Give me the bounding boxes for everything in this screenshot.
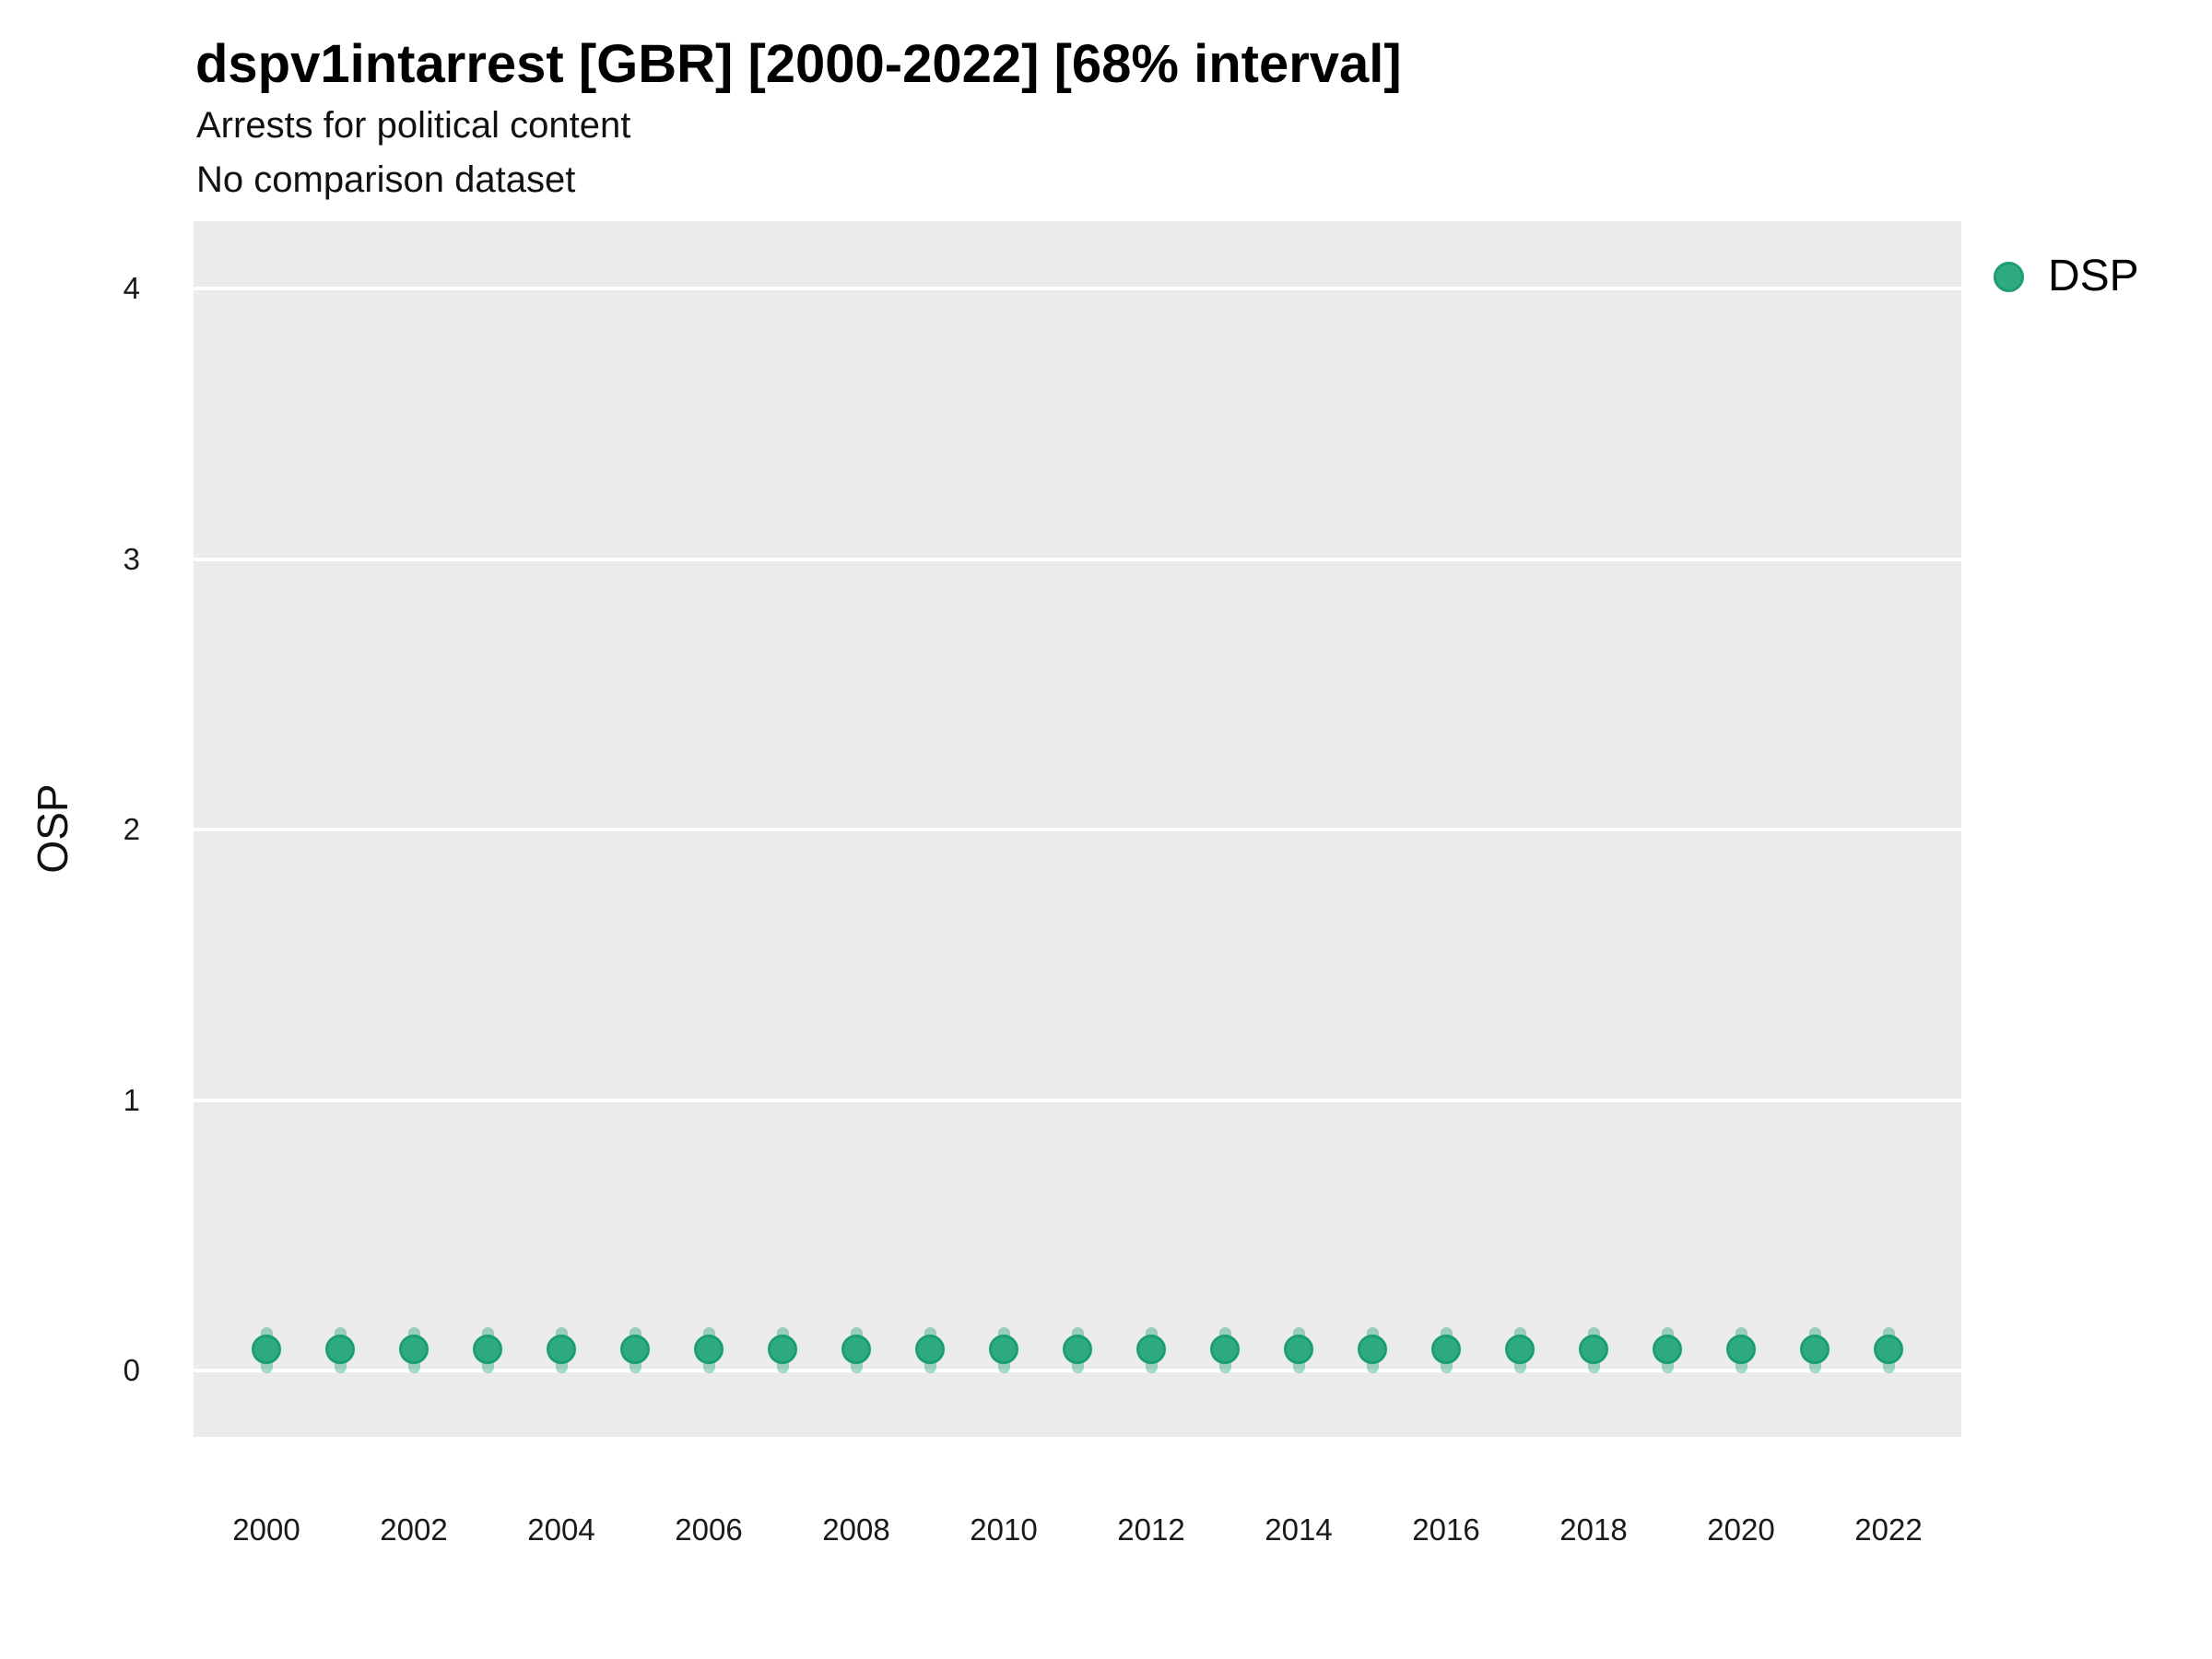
gridline-y-3: [194, 557, 1961, 561]
chart-subtitle: Arrests for political content: [196, 105, 631, 146]
gridline-y-2: [194, 828, 1961, 832]
data-point-2004: [547, 1334, 576, 1364]
x-tick-label-2010: 2010: [970, 1512, 1038, 1547]
data-point-2008: [841, 1334, 871, 1364]
data-point-2018: [1579, 1334, 1608, 1364]
x-tick-label-2004: 2004: [527, 1512, 595, 1547]
y-tick-label-4: 4: [123, 271, 140, 306]
x-tick-label-2014: 2014: [1265, 1512, 1333, 1547]
x-tick-label-2020: 2020: [1707, 1512, 1775, 1547]
data-point-2020: [1726, 1334, 1756, 1364]
x-tick-label-2008: 2008: [822, 1512, 890, 1547]
data-point-2019: [1653, 1334, 1682, 1364]
plot-panel: [194, 221, 1961, 1437]
data-point-2021: [1800, 1334, 1830, 1364]
y-tick-label-1: 1: [123, 1082, 140, 1117]
data-point-2011: [1063, 1334, 1092, 1364]
gridline-y-1: [194, 1098, 1961, 1102]
legend-label: DSP: [2048, 252, 2139, 300]
data-point-2001: [325, 1334, 355, 1364]
y-tick-label-0: 0: [123, 1353, 140, 1388]
data-point-2022: [1874, 1334, 1903, 1364]
data-point-2007: [768, 1334, 797, 1364]
data-point-2000: [252, 1334, 281, 1364]
data-point-2006: [694, 1334, 724, 1364]
legend: DSP: [1994, 254, 2139, 299]
x-tick-label-2006: 2006: [675, 1512, 743, 1547]
x-tick-label-2002: 2002: [380, 1512, 448, 1547]
data-point-2013: [1210, 1334, 1240, 1364]
x-tick-label-2012: 2012: [1117, 1512, 1185, 1547]
y-tick-label-3: 3: [123, 541, 140, 576]
data-point-2009: [915, 1334, 945, 1364]
data-point-2015: [1358, 1334, 1387, 1364]
x-tick-label-2000: 2000: [232, 1512, 300, 1547]
chart-title: dspv1intarrest [GBR] [2000-2022] [68% in…: [195, 34, 1402, 94]
data-point-2014: [1284, 1334, 1313, 1364]
x-tick-label-2016: 2016: [1412, 1512, 1480, 1547]
data-point-2003: [473, 1334, 502, 1364]
chart-comparison-note: No comparison dataset: [196, 159, 576, 200]
data-point-2017: [1505, 1334, 1535, 1364]
legend-point-icon: [1994, 261, 2024, 292]
data-point-2012: [1136, 1334, 1166, 1364]
y-tick-label-2: 2: [123, 812, 140, 847]
data-point-2002: [399, 1334, 429, 1364]
x-tick-label-2018: 2018: [1559, 1512, 1628, 1547]
x-tick-label-2022: 2022: [1854, 1512, 1923, 1547]
gridline-y-0: [194, 1369, 1961, 1373]
data-point-2010: [989, 1334, 1018, 1364]
data-point-2005: [620, 1334, 650, 1364]
gridline-y-4: [194, 287, 1961, 291]
data-point-2016: [1431, 1334, 1461, 1364]
